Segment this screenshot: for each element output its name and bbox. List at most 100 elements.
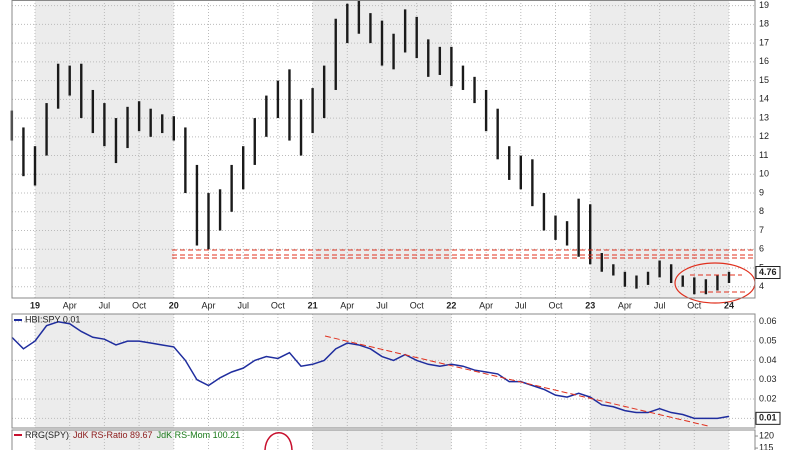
range-bar <box>253 118 256 165</box>
range-bar <box>22 127 25 177</box>
range-bar <box>346 3 349 44</box>
x-tick-label: Jul <box>99 300 111 310</box>
x-tick-label: Jul <box>654 300 666 310</box>
range-bar <box>461 65 465 90</box>
range-bar <box>103 103 106 147</box>
trend-line <box>324 335 709 427</box>
year-band <box>35 0 174 298</box>
range-bar <box>68 65 71 96</box>
annotations <box>172 249 755 427</box>
x-tick-label: Apr <box>63 300 77 310</box>
range-bar <box>265 95 268 137</box>
range-bar <box>149 108 152 137</box>
range-bar <box>600 253 603 272</box>
rrg-title-part: JdK RS-Ratio 89.67 <box>73 430 153 440</box>
range-bar <box>114 118 118 164</box>
ratio-line <box>11 321 730 420</box>
range-bar <box>589 204 592 265</box>
range-bar <box>322 65 326 119</box>
range-bar <box>623 271 627 287</box>
x-tick-label: 20 <box>169 300 179 310</box>
range-bar <box>195 164 199 246</box>
marks <box>10 0 731 420</box>
y-tick-label: 120 <box>759 430 774 440</box>
range-bar <box>184 127 187 194</box>
range-bar <box>137 101 141 132</box>
y-tick-label: 0.05 <box>759 335 777 345</box>
range-bar <box>392 33 395 70</box>
x-tick-label: Oct <box>687 300 702 310</box>
range-bar <box>716 275 719 291</box>
x-tick-label: 22 <box>446 300 456 310</box>
x-tick-label: Jul <box>376 300 388 310</box>
range-bar <box>276 80 280 119</box>
range-bar <box>299 99 303 156</box>
price-frame <box>11 0 756 299</box>
y-tick-label: 18 <box>759 19 769 29</box>
range-bar <box>554 215 557 240</box>
year-band <box>590 0 729 298</box>
y-tick-label: 4 <box>759 281 764 291</box>
x-tick-label: Apr <box>479 300 493 310</box>
range-bar <box>669 264 673 284</box>
range-bar <box>508 146 511 180</box>
range-bar <box>704 279 708 295</box>
range-bar <box>438 46 442 75</box>
last-value-box <box>755 411 781 425</box>
range-bar <box>612 264 615 276</box>
y-tick-label: 0.04 <box>759 355 777 365</box>
x-tick-label: Apr <box>340 300 354 310</box>
range-bar <box>496 108 499 160</box>
range-bar <box>207 193 210 250</box>
range-bar <box>334 18 337 90</box>
y-tick-label: 0.06 <box>759 316 777 326</box>
y-tick-label: 11 <box>759 150 768 160</box>
ratio-frame <box>11 313 756 429</box>
y-tick-label: 14 <box>759 94 769 104</box>
range-bar <box>727 271 731 284</box>
rrg-frame <box>11 429 756 450</box>
range-bar <box>242 146 245 190</box>
range-bar <box>126 106 129 149</box>
range-bar <box>681 275 684 287</box>
range-bar <box>403 9 407 53</box>
x-tick-label: Apr <box>618 300 632 310</box>
range-bar <box>161 114 164 134</box>
ratio-title: HBI:SPY 0.01 <box>25 314 80 324</box>
y-tick-label: 19 <box>759 0 769 10</box>
last-value-label: 4.76 <box>759 267 777 277</box>
range-bar <box>427 39 430 77</box>
range-bar <box>218 189 222 231</box>
y-tick-label: 13 <box>759 112 769 122</box>
y-tick-label: 115 <box>759 442 773 450</box>
range-bar <box>230 164 233 212</box>
rrg-title-text: RRG(SPY) JdK RS-Ratio 89.67 JdK RS-Mom 100… <box>25 430 240 440</box>
y-tick-label: 12 <box>759 131 769 141</box>
range-bar <box>288 69 291 141</box>
x-tick-label: Oct <box>548 300 563 310</box>
rrg-curve <box>264 432 293 450</box>
range-bar <box>311 88 314 134</box>
y-tick-label: 6 <box>759 244 764 254</box>
y-tick-label: 7 <box>759 225 764 235</box>
range-bar <box>172 116 175 141</box>
x-tick-label: Jul <box>515 300 527 310</box>
range-bar <box>357 0 361 34</box>
range-bar <box>542 193 546 231</box>
x-tick-label: Oct <box>410 300 425 310</box>
range-bar <box>415 16 418 59</box>
last-value-box <box>755 266 781 280</box>
y-tick-label: 9 <box>759 187 764 197</box>
y-tick-label: 0.03 <box>759 374 777 384</box>
y-tick-label: 0.02 <box>759 393 777 403</box>
range-bar <box>484 89 488 132</box>
last-value-label: 0.01 <box>759 413 777 423</box>
panel-frames <box>11 0 756 450</box>
x-tick-label: 23 <box>585 300 595 310</box>
range-bar <box>450 46 453 87</box>
y-tick-label: 8 <box>759 206 764 216</box>
y-tick-label: 15 <box>759 75 769 85</box>
x-tick-label: 19 <box>30 300 40 310</box>
rrg-title-part: JdK RS-Mom 100.21 <box>157 430 241 440</box>
range-bar <box>45 103 48 156</box>
